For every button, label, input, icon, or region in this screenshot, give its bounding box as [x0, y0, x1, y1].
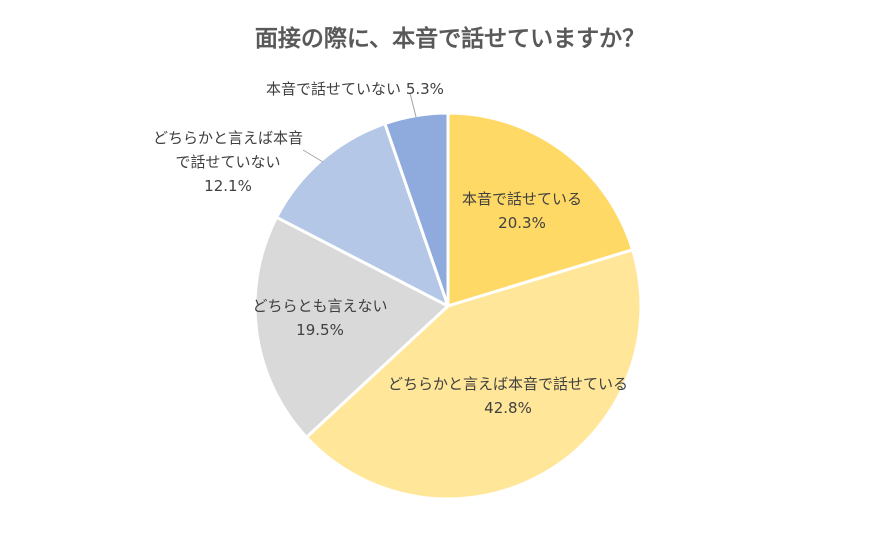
slice-category-label: どちらとも言えない [252, 297, 387, 315]
slice-value-label: 12.1% [204, 177, 252, 195]
slice-label-3: どちらとも言えない 19.5% [252, 297, 387, 339]
chart-title: 面接の際に、本音で話せていますか？ [255, 25, 645, 52]
pie-slices [253, 111, 643, 501]
pie-slice-1 [446, 111, 635, 308]
slice-category-label: 本音で話せている [462, 190, 582, 208]
leader-line-4 [302, 149, 324, 163]
slice-label-1: 本音で話せている 20.3% [462, 190, 582, 232]
leader-line-5 [409, 92, 417, 118]
leader-lines [302, 92, 417, 163]
slice-value-label: 42.8% [484, 399, 532, 417]
slice-value-label: 19.5% [296, 321, 344, 339]
pie-slice-2 [304, 248, 643, 501]
pie-slice-4 [275, 122, 450, 308]
slice-label-5: 本音で話せていない 5.3% [266, 80, 444, 98]
slice-category-label: で話せていない [175, 153, 280, 171]
pie-slice-3 [253, 215, 450, 439]
slice-value-label: 20.3% [498, 214, 546, 232]
slice-label-text: 本音で話せていない 5.3% [266, 80, 444, 98]
slice-labels: 本音で話せている 20.3% どちらかと言えば本音で話せている 42.8% どちらとも言… [153, 80, 628, 417]
slice-label-2: どちらかと言えば本音で話せている 42.8% [388, 375, 628, 417]
slice-category-label: どちらかと言えば本音で話せている [388, 375, 628, 393]
slice-category-label: どちらかと言えば本音 [153, 129, 303, 147]
